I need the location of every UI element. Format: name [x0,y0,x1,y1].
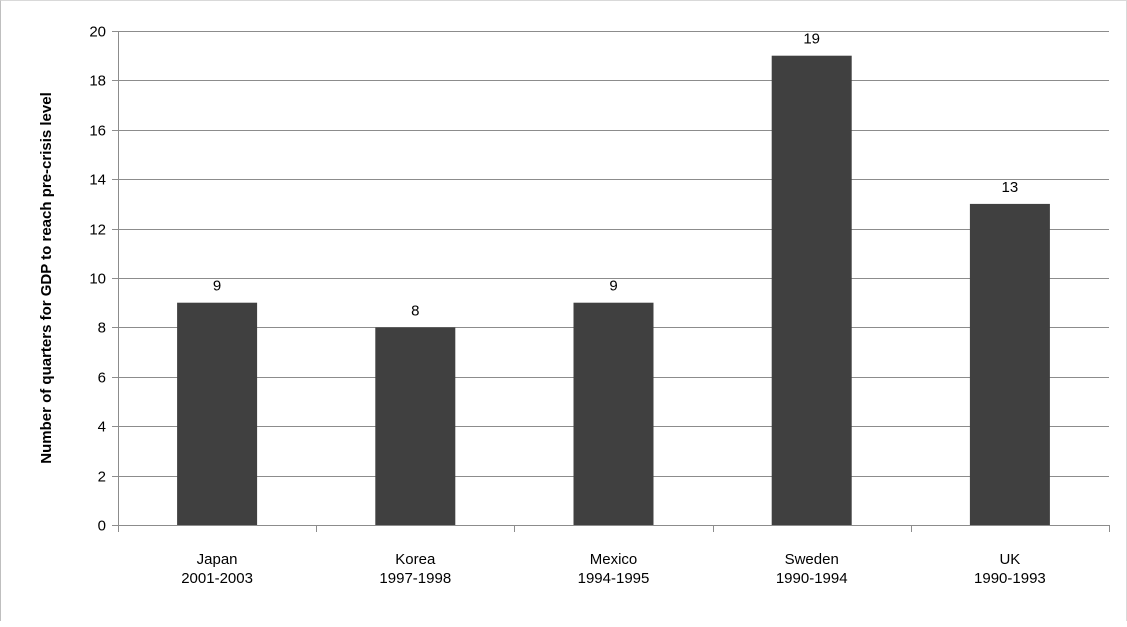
labels: 0 2 4 6 8 10 12 14 16 18 20 9 Japan 2001-2003 8 Korea 19… [89,24,1045,588]
axes [112,31,1110,532]
data-label: 9 [609,278,617,295]
bar [177,302,258,525]
category-label: Mexico [590,551,638,568]
data-label: 9 [213,278,221,295]
data-label: 8 [411,302,419,319]
y-tick-label: 12 [89,222,106,239]
category-label: 1990-1994 [776,570,848,587]
y-tick-label: 8 [98,320,106,337]
y-tick-label: 16 [89,123,106,140]
y-tick-label: 14 [89,172,106,189]
bars [177,55,1050,525]
category-label: Japan [197,551,238,568]
category-label: 2001-2003 [181,570,253,587]
y-tick-label: 2 [98,469,106,486]
bar [771,55,852,525]
category-label: UK [999,551,1020,568]
y-axis-title: Number of quarters for GDP to reach pre-… [38,92,55,464]
y-tick-label: 10 [89,271,106,288]
gridlines [118,31,1109,477]
y-tick-label: 4 [98,419,106,436]
bar [573,302,654,525]
bar [969,203,1050,525]
y-tick-label: 6 [98,370,106,387]
category-label: 1994-1995 [578,570,650,587]
category-label: Korea [395,551,436,568]
category-label: Sweden [785,551,839,568]
y-tick-label: 0 [98,518,106,535]
y-tick-label: 18 [89,73,106,90]
bar [375,327,456,525]
data-label: 19 [803,31,820,48]
y-tick-label: 20 [89,24,106,41]
category-label: 1990-1993 [974,570,1046,587]
category-label: 1997-1998 [379,570,451,587]
data-label: 13 [1002,179,1019,196]
